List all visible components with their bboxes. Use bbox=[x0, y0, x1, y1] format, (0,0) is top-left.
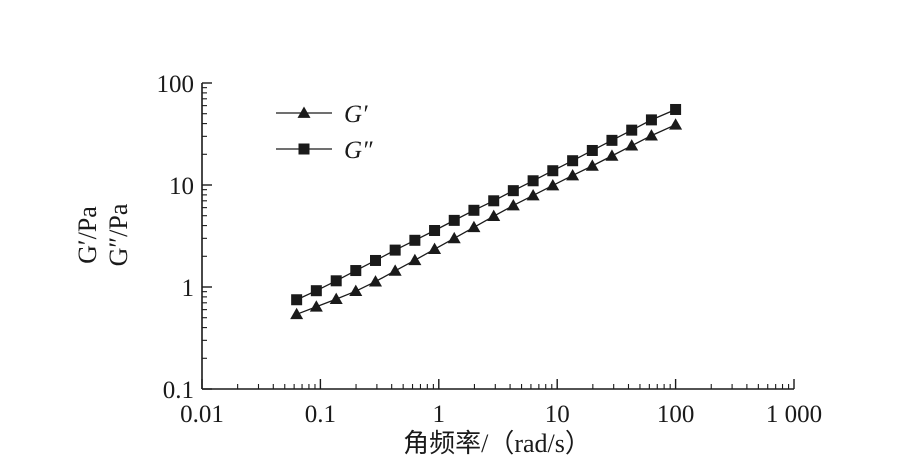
y-tick-label: 1 bbox=[182, 275, 195, 302]
data-point bbox=[350, 265, 362, 277]
data-point bbox=[645, 114, 657, 126]
x-tick-label: 10 bbox=[545, 401, 570, 428]
series-g-double-prime bbox=[291, 103, 682, 306]
y-tick-label: 100 bbox=[157, 71, 195, 98]
data-point bbox=[644, 129, 658, 141]
data-point bbox=[428, 242, 442, 255]
data-point bbox=[527, 175, 539, 187]
x-tick-label: 100 bbox=[657, 401, 695, 428]
data-point bbox=[448, 214, 460, 226]
data-point bbox=[349, 284, 363, 297]
data-point bbox=[330, 275, 342, 287]
data-point bbox=[389, 244, 401, 256]
data-point bbox=[369, 275, 383, 287]
data-point bbox=[585, 159, 599, 171]
data-point bbox=[547, 165, 559, 177]
data-point bbox=[291, 294, 303, 306]
data-point bbox=[526, 188, 540, 201]
data-point bbox=[370, 254, 382, 266]
data-point bbox=[669, 118, 683, 130]
data-point bbox=[309, 300, 323, 312]
data-point bbox=[507, 185, 519, 197]
data-point bbox=[567, 155, 579, 167]
x-tick-label: 0.1 bbox=[305, 401, 336, 428]
y-axis-label-line-2: G″/Pa bbox=[104, 203, 133, 266]
legend: G′ G″ bbox=[276, 101, 373, 164]
legend-marker bbox=[297, 106, 311, 118]
data-point bbox=[310, 285, 322, 297]
data-point bbox=[408, 253, 422, 266]
x-tick-label: 0.01 bbox=[180, 401, 224, 428]
data-point bbox=[546, 178, 560, 191]
y-tick-label: 10 bbox=[169, 173, 194, 200]
data-point bbox=[487, 209, 501, 222]
data-point bbox=[566, 168, 580, 181]
data-point bbox=[329, 292, 343, 305]
data-point bbox=[670, 103, 682, 115]
legend-entry: G″ bbox=[276, 137, 373, 164]
data-point bbox=[388, 264, 402, 276]
data-point bbox=[626, 124, 638, 136]
data-point bbox=[488, 195, 500, 207]
data-point bbox=[447, 231, 461, 244]
data-point bbox=[605, 149, 619, 161]
series-g-prime bbox=[290, 118, 683, 320]
y-tick-label: 0.1 bbox=[163, 377, 194, 404]
data-point bbox=[429, 225, 441, 237]
x-tick-label: 1 bbox=[433, 401, 446, 428]
data-point bbox=[290, 307, 304, 320]
legend-label: G′ bbox=[344, 101, 368, 128]
data-point bbox=[409, 234, 421, 246]
data-point bbox=[467, 220, 481, 233]
series-layer bbox=[290, 103, 683, 320]
data-point bbox=[506, 198, 520, 211]
data-point bbox=[625, 139, 639, 151]
legend-entry: G′ bbox=[276, 101, 368, 128]
x-tick-label: 1 000 bbox=[766, 401, 822, 428]
y-axis-label-line-1: G′/Pa bbox=[73, 206, 102, 264]
legend-marker bbox=[298, 143, 310, 155]
data-point bbox=[586, 144, 598, 156]
data-point bbox=[468, 204, 480, 216]
data-point bbox=[606, 134, 618, 146]
legend-label: G″ bbox=[344, 137, 373, 164]
x-axis-label: 角频率/（rad/s） bbox=[403, 429, 591, 458]
